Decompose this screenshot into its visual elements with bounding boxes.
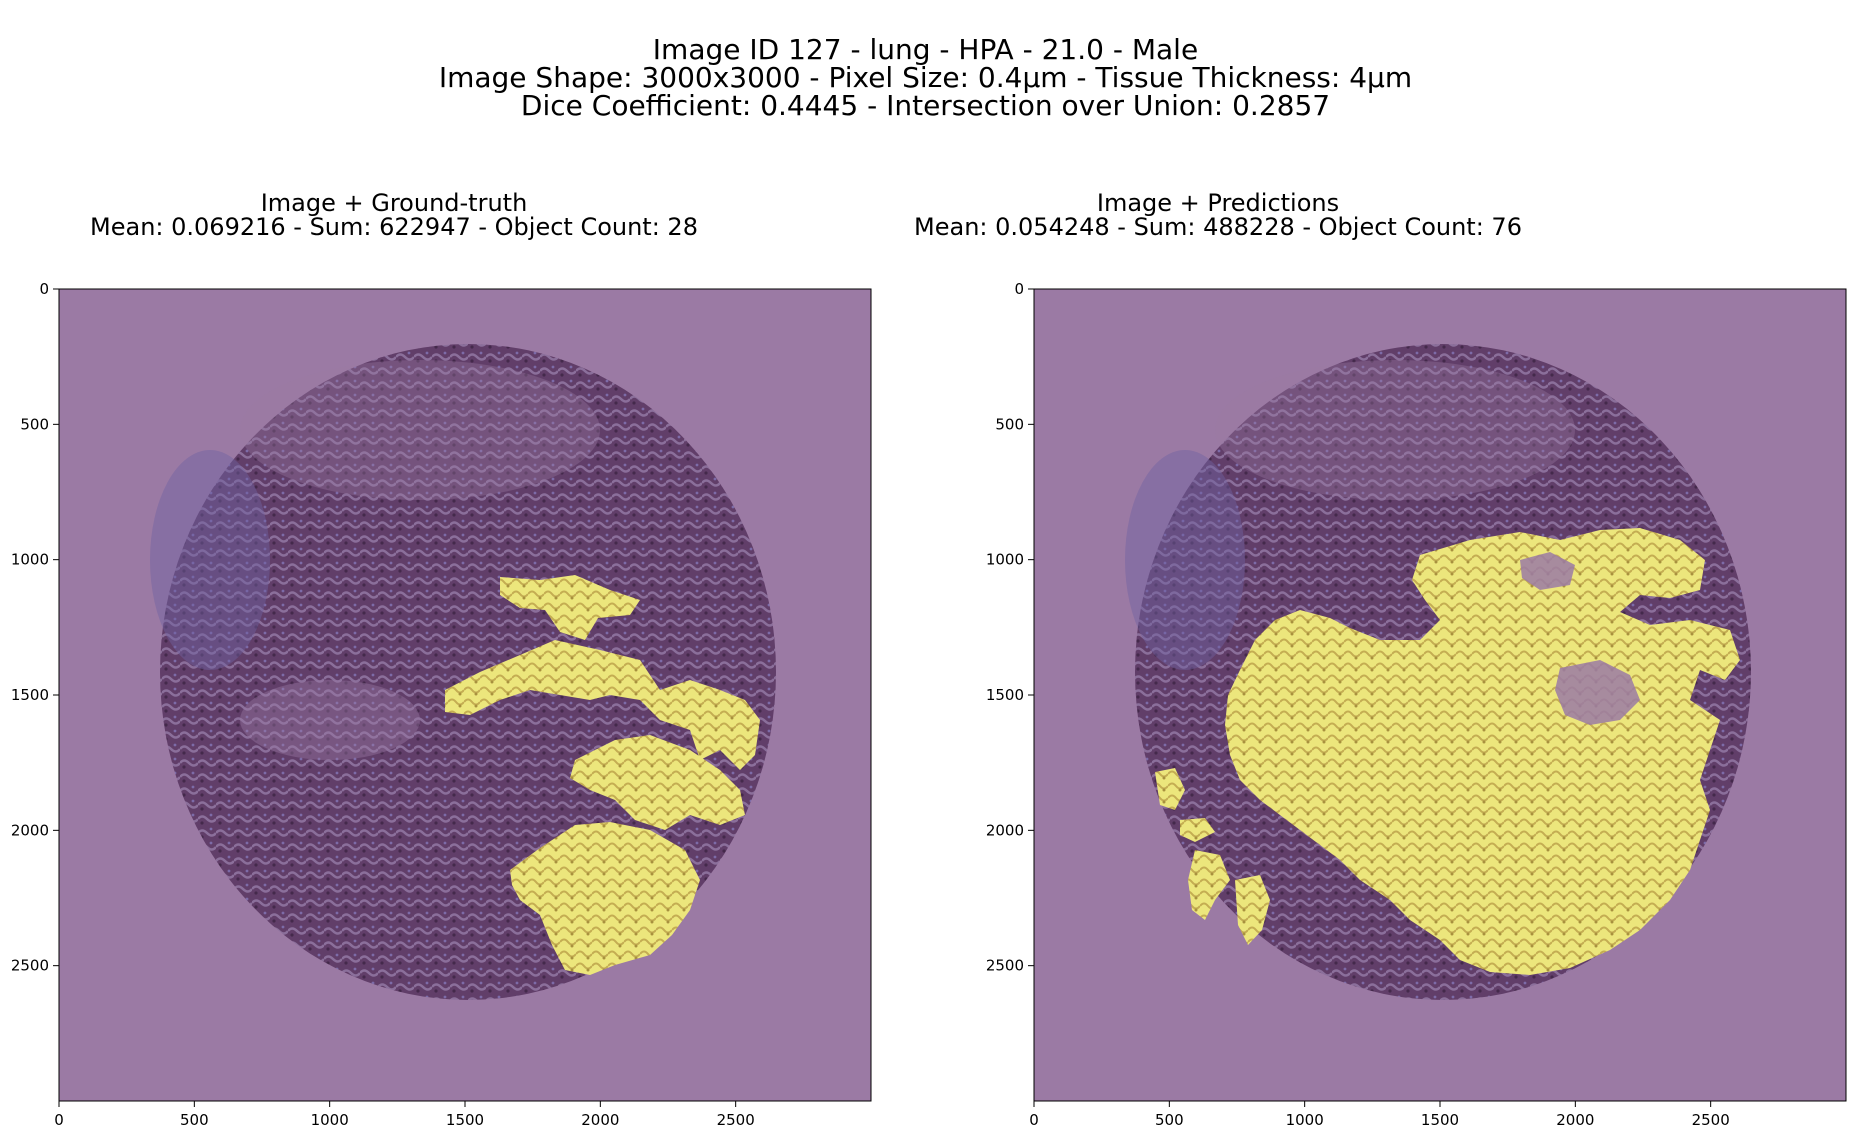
right-image <box>1125 344 1751 1000</box>
right-y-tick-label: 1500 <box>986 686 1024 704</box>
right-mask-region <box>1235 875 1270 945</box>
left-panel <box>58 288 872 1102</box>
right-panel-title: Image + Predictions <box>1096 189 1340 217</box>
right-y-tick-label: 1000 <box>986 551 1024 569</box>
left-mask-region <box>510 822 700 975</box>
left-y-tick-label: 0 <box>39 280 49 298</box>
right-x-tick-label: 1500 <box>1421 1111 1459 1129</box>
right-y-tick-label: 2500 <box>986 957 1024 975</box>
right-mask-region <box>1180 818 1215 842</box>
left-x-tick-label: 1500 <box>446 1111 484 1129</box>
left-image <box>150 344 776 1000</box>
left-panel-title: Image + Ground-truth <box>260 189 528 217</box>
left-y-tick-label: 2000 <box>11 821 49 839</box>
figure-title-line-3: Dice Coefficient: 0.4445 - Intersection … <box>520 89 1331 122</box>
right-panel <box>1033 288 1847 1102</box>
left-panel-subtitle: Mean: 0.069216 - Sum: 622947 - Object Co… <box>90 213 698 241</box>
right-x-tick-label: 2500 <box>1692 1111 1730 1129</box>
left-mask-region <box>570 735 745 830</box>
right-x-tick-label: 0 <box>1029 1111 1039 1129</box>
left-x-tick-label: 2000 <box>581 1111 619 1129</box>
right-y-tick-label: 2000 <box>986 821 1024 839</box>
left-y-tick-label: 1500 <box>11 686 49 704</box>
right-panel-subtitle: Mean: 0.054248 - Sum: 488228 - Object Co… <box>914 213 1522 241</box>
right-y-tick-label: 0 <box>1014 280 1024 298</box>
right-x-tick-label: 1000 <box>1286 1111 1324 1129</box>
left-tissue-blue <box>150 450 270 670</box>
left-x-tick-label: 0 <box>54 1111 64 1129</box>
left-x-tick-label: 2500 <box>717 1111 755 1129</box>
right-mask-hole <box>1555 660 1640 725</box>
left-tissue-gap <box>240 360 600 500</box>
right-tissue-gap <box>1215 360 1575 500</box>
right-y-tick-label: 500 <box>995 415 1024 433</box>
right-mask-hole <box>1520 552 1575 590</box>
right-mask-region <box>1188 850 1230 920</box>
figure-title-line-2: Image Shape: 3000x3000 - Pixel Size: 0.4… <box>438 61 1413 94</box>
right-x-tick-label: 500 <box>1155 1111 1184 1129</box>
left-y-tick-label: 2500 <box>11 957 49 975</box>
left-tissue-gap <box>240 680 420 760</box>
left-x-tick-label: 500 <box>180 1111 209 1129</box>
right-mask-region <box>1155 768 1185 810</box>
figure-title-line-1: Image ID 127 - lung - HPA - 21.0 - Male <box>652 33 1199 66</box>
right-mask-region <box>1225 528 1740 975</box>
left-mask-region <box>500 575 640 640</box>
right-tissue-blue <box>1125 450 1245 670</box>
right-x-tick-label: 2000 <box>1556 1111 1594 1129</box>
left-x-tick-label: 1000 <box>311 1111 349 1129</box>
left-mask-region <box>445 640 760 770</box>
left-y-tick-label: 500 <box>20 415 49 433</box>
left-y-tick-label: 1000 <box>11 551 49 569</box>
